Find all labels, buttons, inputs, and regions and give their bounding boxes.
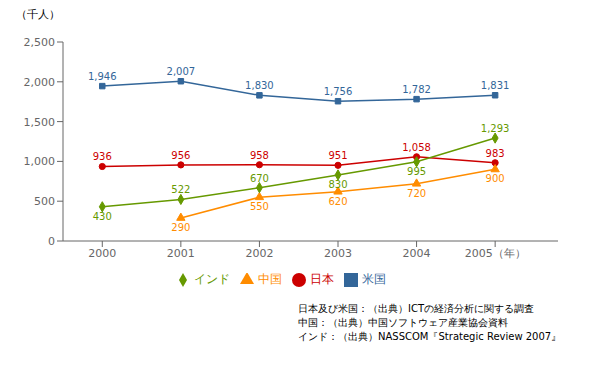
svg-text:2002: 2002 xyxy=(245,247,273,260)
svg-text:1,756: 1,756 xyxy=(324,86,353,97)
svg-text:500: 500 xyxy=(34,195,55,208)
html-text:インド：（出典）NASSCOM『Strategic Revi: インド：（出典）NASSCOM『Strategic Review 2007』 xyxy=(298,331,562,342)
svg-text:430: 430 xyxy=(93,211,112,222)
html-text:インド: インド xyxy=(193,272,230,286)
svg-text:2,000: 2,000 xyxy=(24,76,56,89)
svg-text:2,500: 2,500 xyxy=(24,36,56,49)
svg-text:720: 720 xyxy=(407,188,426,199)
svg-text:2,007: 2,007 xyxy=(167,66,196,77)
html-text:中国：（出典）中国ソフトウェア産業協会資料: 中国：（出典）中国ソフトウェア産業協会資料 xyxy=(298,317,508,328)
svg-text:2005（年）: 2005（年） xyxy=(465,247,526,260)
svg-text:936: 936 xyxy=(93,151,112,162)
svg-text:958: 958 xyxy=(250,150,269,161)
svg-text:290: 290 xyxy=(171,222,190,233)
svg-text:1,293: 1,293 xyxy=(481,123,510,134)
svg-text:956: 956 xyxy=(171,150,190,161)
svg-text:620: 620 xyxy=(328,196,347,207)
svg-text:550: 550 xyxy=(250,201,269,212)
html-text:日本及び米国：（出典）ICTの経済分析に関する調査: 日本及び米国：（出典）ICTの経済分析に関する調査 xyxy=(298,303,534,314)
html-text:（千人）: （千人） xyxy=(16,8,60,21)
svg-text:900: 900 xyxy=(486,173,505,184)
svg-text:1,946: 1,946 xyxy=(88,71,117,82)
svg-text:2003: 2003 xyxy=(324,247,352,260)
svg-text:1,500: 1,500 xyxy=(24,116,56,129)
svg-text:2004: 2004 xyxy=(403,247,431,260)
svg-text:983: 983 xyxy=(486,148,505,159)
html-text:中国: 中国 xyxy=(257,272,282,286)
svg-text:2001: 2001 xyxy=(167,247,195,260)
svg-text:670: 670 xyxy=(250,173,269,184)
html-text:米国: 米国 xyxy=(361,272,386,286)
svg-text:1,831: 1,831 xyxy=(481,80,510,91)
svg-text:1,000: 1,000 xyxy=(24,155,56,168)
svg-text:1,058: 1,058 xyxy=(402,142,431,153)
svg-text:522: 522 xyxy=(171,184,190,195)
html-text:日本: 日本 xyxy=(309,272,334,286)
svg-text:1,782: 1,782 xyxy=(402,84,431,95)
svg-text:0: 0 xyxy=(48,235,55,248)
svg-text:1,830: 1,830 xyxy=(245,80,274,91)
svg-text:951: 951 xyxy=(328,150,347,161)
svg-text:830: 830 xyxy=(328,179,347,190)
svg-text:2000: 2000 xyxy=(88,247,116,260)
svg-text:995: 995 xyxy=(407,166,426,177)
